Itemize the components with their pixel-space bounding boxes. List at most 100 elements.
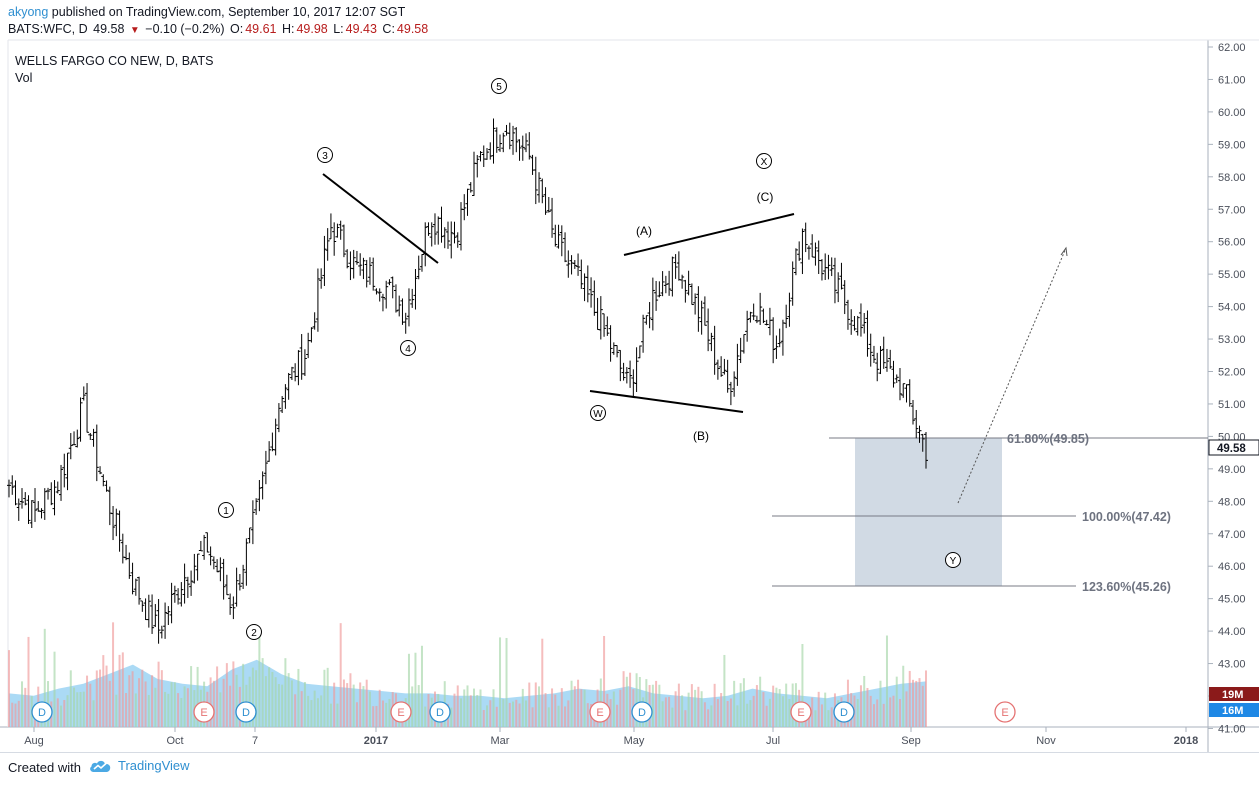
ohlc-bar [657, 281, 662, 298]
wave-label-3[interactable]: 3 [317, 147, 333, 163]
volume-bar [281, 684, 284, 727]
wave-label-b[interactable]: (B) [693, 429, 709, 443]
ohlc-bar [52, 480, 57, 516]
wave-label-y[interactable]: Y [945, 552, 961, 568]
fib-target-zone[interactable] [855, 438, 1002, 586]
dividend-marker[interactable]: D [235, 701, 257, 723]
volume-bar [147, 694, 150, 727]
trendline-lower-channel[interactable] [589, 390, 744, 413]
volume-bar [703, 702, 706, 727]
ohlc-bar [832, 257, 837, 304]
volume-bar [622, 671, 625, 727]
ohlc-bar [185, 576, 190, 598]
wave-label-4[interactable]: 4 [400, 340, 416, 356]
volume-bar [482, 710, 485, 727]
ohlc-bar [920, 433, 925, 452]
ohlc-bar [806, 245, 811, 260]
earnings-marker[interactable]: E [589, 701, 611, 723]
ohlc-bar [719, 356, 724, 377]
dividend-marker[interactable]: D [429, 701, 451, 723]
earnings-marker[interactable]: E [790, 701, 812, 723]
ohlc-bar [904, 384, 909, 403]
dividend-marker[interactable]: D [631, 701, 653, 723]
open-label: O: [229, 22, 244, 36]
volume-bar [76, 692, 79, 727]
ohlc-bar [524, 133, 529, 153]
wave-label-1[interactable]: 1 [218, 502, 234, 518]
volume-bar [785, 683, 788, 727]
volume-bar [560, 688, 563, 727]
earnings-marker[interactable]: E [390, 701, 412, 723]
ohlc-bar [550, 197, 555, 238]
wave-label-2[interactable]: 2 [246, 624, 262, 640]
volume-bar [534, 682, 537, 727]
volume-bar [573, 686, 576, 727]
ohlc-bar [198, 540, 203, 552]
ohlc-bar [569, 255, 574, 275]
wave-label-5[interactable]: 5 [491, 78, 507, 94]
projection-dotted-line[interactable] [957, 247, 1067, 504]
trendline-upper-channel[interactable] [623, 213, 795, 256]
volume-bar [248, 676, 251, 727]
chart-legend: WELLS FARGO CO NEW, D, BATS Vol [15, 53, 213, 87]
volume-bar [417, 685, 420, 727]
wave-label-a[interactable]: (A) [636, 224, 652, 238]
wave-label-w[interactable]: W [590, 405, 606, 421]
wave-label-x[interactable]: X [756, 153, 772, 169]
ohlc-bar [878, 346, 883, 375]
author-link[interactable]: akyong [8, 5, 49, 19]
ohlc-bar [59, 464, 64, 501]
earnings-marker[interactable]: E [994, 701, 1016, 723]
volume-bar [183, 686, 186, 727]
volume-bar [557, 705, 560, 727]
volume-bar [190, 666, 193, 727]
ohlc-bar [94, 424, 99, 482]
ohlc-bar [813, 242, 818, 266]
ohlc-bar [800, 228, 805, 275]
tradingview-brand[interactable]: TradingView [88, 758, 190, 773]
y-tick-label: 44.00 [1218, 626, 1246, 638]
volume-bar [355, 702, 358, 727]
volume-bar [372, 706, 375, 727]
ohlc-bar [283, 384, 288, 409]
ohlc-bar [810, 234, 815, 258]
price-axis[interactable]: 62.00 61.00 60.00 59.00 58.00 57.00 56.00 55.00… [1208, 42, 1246, 735]
ohlc-bar [101, 474, 106, 487]
time-axis[interactable]: Aug Oct 7 2017 Mar May Jul Sep Nov 2018 [24, 727, 1198, 747]
ohlc-bar [335, 223, 340, 238]
volume-bar [160, 670, 163, 727]
ohlc-bar [758, 292, 763, 325]
ohlc-bar [745, 310, 750, 342]
wave-label-c[interactable]: (C) [757, 190, 774, 204]
svg-text:D: D [242, 707, 250, 719]
ohlc-bar [163, 602, 168, 639]
volume-bar [918, 678, 921, 727]
volume-bar [414, 652, 417, 727]
volume-bar [385, 702, 388, 727]
volume-bar [544, 693, 547, 727]
volume-bar [885, 635, 888, 727]
ohlc-bar [741, 334, 746, 354]
volume-bar [863, 675, 866, 727]
trendline-wave4[interactable] [322, 173, 439, 264]
ohlc-bar [559, 225, 564, 257]
dividend-marker[interactable]: D [31, 701, 53, 723]
price-chart[interactable]: 61.80%(49.85) 100.00%(47.42) 123.60%(45.… [0, 0, 1259, 752]
ohlc-bar [764, 319, 769, 326]
volume-bar [882, 703, 885, 727]
volume-bar [118, 654, 121, 727]
x-tick-label: Jul [766, 735, 780, 747]
volume-bar [420, 645, 423, 727]
ohlc-bar [637, 345, 642, 359]
volume-bar [736, 705, 739, 727]
volume-bar [138, 678, 141, 727]
earnings-marker[interactable]: E [193, 701, 215, 723]
tradingview-cloud-icon [90, 760, 111, 772]
volume-bar [684, 710, 687, 727]
y-tick-label: 56.00 [1218, 237, 1246, 249]
volume-bar [73, 687, 76, 727]
ohlc-bar [891, 360, 896, 388]
dividend-marker[interactable]: D [833, 701, 855, 723]
y-tick-label: 53.00 [1218, 334, 1246, 346]
